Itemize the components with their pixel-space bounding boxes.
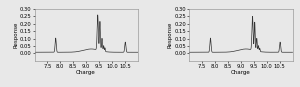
X-axis label: Charge: Charge [231, 70, 251, 76]
Y-axis label: Response: Response [168, 22, 173, 48]
X-axis label: Charge: Charge [76, 70, 96, 76]
Y-axis label: Response: Response [13, 22, 18, 48]
